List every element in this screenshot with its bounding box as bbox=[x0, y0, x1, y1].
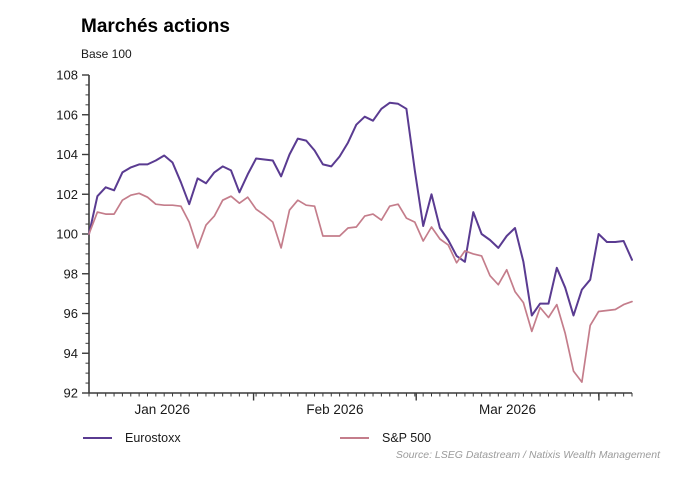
svg-text:100: 100 bbox=[56, 227, 78, 242]
svg-text:102: 102 bbox=[56, 187, 78, 202]
svg-text:Mar 2026: Mar 2026 bbox=[479, 402, 536, 417]
svg-text:Feb 2026: Feb 2026 bbox=[306, 402, 363, 417]
sp500-line-swatch bbox=[340, 437, 369, 439]
legend-label-sp500: S&P 500 bbox=[382, 431, 432, 445]
legend-item-eurostoxx: Eurostoxx bbox=[83, 430, 181, 446]
svg-text:108: 108 bbox=[56, 68, 78, 83]
svg-text:104: 104 bbox=[56, 147, 78, 162]
legend-item-sp500: S&P 500 bbox=[340, 430, 431, 446]
chart-title: Marchés actions bbox=[81, 16, 230, 37]
source-note: Source: LSEG Datastream / Natixis Wealth… bbox=[395, 449, 660, 461]
svg-text:106: 106 bbox=[56, 107, 78, 122]
legend-label-eurostoxx: Eurostoxx bbox=[125, 431, 181, 445]
chart-subtitle: Base 100 bbox=[81, 47, 132, 61]
svg-text:Jan 2026: Jan 2026 bbox=[134, 402, 190, 417]
svg-text:96: 96 bbox=[64, 306, 78, 321]
eurostoxx-line-swatch bbox=[83, 437, 112, 439]
svg-text:94: 94 bbox=[64, 346, 78, 361]
svg-text:92: 92 bbox=[64, 386, 78, 401]
svg-text:98: 98 bbox=[64, 266, 78, 281]
